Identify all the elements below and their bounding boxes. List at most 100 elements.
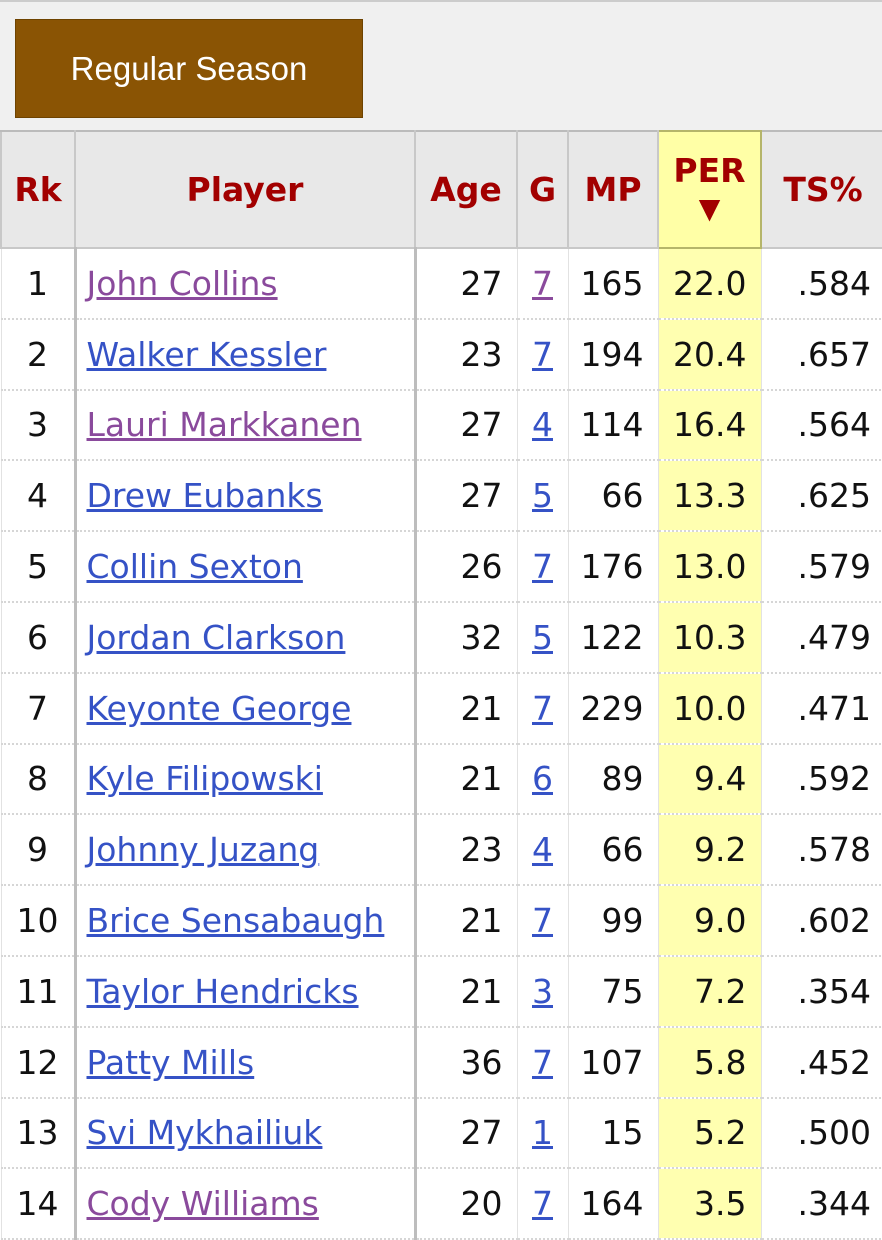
column-header[interactable]: MP	[567, 130, 659, 249]
cell: Svi Mykhailiuk	[74, 1097, 417, 1170]
games-link[interactable]: 7	[532, 334, 553, 374]
cell-text: 27	[460, 1113, 503, 1153]
player-link[interactable]: Drew Eubanks	[86, 476, 323, 516]
header-label: PER	[673, 150, 746, 190]
cell-text: .354	[797, 971, 871, 1011]
games-link[interactable]: 7	[532, 547, 553, 587]
sort-arrow: ▼	[698, 191, 721, 225]
player-link[interactable]: Johnny Juzang	[86, 830, 320, 870]
cell-text: 9.0	[694, 901, 747, 941]
cell-text: 26	[460, 547, 503, 587]
table-row: 7 Keyonte George 21 7 229 10.0 .471	[0, 672, 882, 745]
games-link[interactable]: 7	[532, 1184, 553, 1224]
cell: Drew Eubanks	[74, 460, 417, 533]
tab-button[interactable]: Regular Season	[15, 19, 363, 118]
column-header[interactable]: PER ▼	[657, 130, 762, 249]
cell: 5	[516, 601, 568, 674]
cell: 5	[0, 531, 77, 603]
cell: 229	[567, 672, 658, 745]
games-link[interactable]: 3	[532, 971, 553, 1011]
column-header[interactable]: Player	[74, 130, 416, 249]
cell: 14	[0, 1168, 77, 1240]
cell: 9.4	[657, 743, 761, 816]
games-link[interactable]: 1	[532, 1113, 553, 1153]
cell-text: .584	[797, 263, 871, 303]
cell: .602	[760, 885, 882, 957]
header-label: MP	[584, 170, 642, 209]
cell-text: 27	[460, 263, 503, 303]
player-link[interactable]: Walker Kessler	[86, 334, 327, 374]
cell-text: 66	[601, 830, 644, 870]
cell-text: 21	[460, 688, 503, 728]
cell: 194	[567, 318, 658, 391]
cell-text: 20	[460, 1184, 503, 1224]
table-row: 9 Johnny Juzang 23 4 66 9.2 .578	[0, 814, 882, 887]
cell: 36	[414, 1026, 517, 1099]
games-link[interactable]: 7	[532, 901, 553, 941]
cell-text: 5.2	[694, 1113, 747, 1153]
player-link[interactable]: Svi Mykhailiuk	[86, 1113, 323, 1153]
header-label: Age	[430, 170, 502, 209]
cell: .471	[760, 672, 882, 745]
games-link[interactable]: 7	[532, 688, 553, 728]
player-link[interactable]: John Collins	[86, 263, 278, 303]
cell: Kyle Filipowski	[74, 743, 417, 816]
games-link[interactable]: 7	[532, 263, 553, 303]
cell: 32	[414, 601, 517, 674]
column-header[interactable]: G	[516, 130, 569, 249]
cell-text: 23	[460, 334, 503, 374]
player-link[interactable]: Patty Mills	[86, 1042, 255, 1082]
cell: Brice Sensabaugh	[74, 885, 417, 957]
player-link[interactable]: Jordan Clarkson	[86, 617, 346, 657]
table-row: 5 Collin Sexton 26 7 176 13.0 .579	[0, 531, 882, 603]
column-header[interactable]: TS%	[760, 130, 882, 249]
cell: 122	[567, 601, 658, 674]
games-link[interactable]: 5	[532, 617, 553, 657]
cell-text: 23	[460, 830, 503, 870]
cell: 9	[0, 814, 77, 887]
player-link[interactable]: Taylor Hendricks	[86, 971, 359, 1011]
player-link[interactable]: Collin Sexton	[86, 547, 303, 587]
player-link[interactable]: Kyle Filipowski	[86, 759, 323, 799]
cell: 21	[414, 672, 517, 745]
cell: 10.0	[657, 672, 761, 745]
cell: 23	[414, 318, 517, 391]
cell-text: 89	[601, 759, 644, 799]
games-link[interactable]: 4	[532, 405, 553, 445]
cell-text: .500	[797, 1113, 871, 1153]
player-link[interactable]: Cody Williams	[86, 1184, 319, 1224]
header-label: Player	[186, 170, 304, 209]
player-link[interactable]: Brice Sensabaugh	[86, 901, 385, 941]
cell: 7	[516, 885, 568, 957]
cell-text: .578	[797, 830, 871, 870]
table-row: 8 Kyle Filipowski 21 6 89 9.4 .592	[0, 743, 882, 816]
cell-text: 27	[460, 405, 503, 445]
cell: 23	[414, 814, 517, 887]
player-link[interactable]: Keyonte George	[86, 688, 352, 728]
cell-text: 10.0	[673, 688, 747, 728]
cell-text: .602	[797, 901, 871, 941]
cell-text: 27	[460, 476, 503, 516]
cell: 4	[516, 389, 568, 462]
cell: 21	[414, 743, 517, 816]
games-link[interactable]: 4	[532, 830, 553, 870]
column-header[interactable]: Age	[414, 130, 518, 249]
player-link[interactable]: Lauri Markkanen	[86, 405, 362, 445]
cell: 13.0	[657, 531, 761, 603]
cell: Collin Sexton	[74, 531, 417, 603]
games-link[interactable]: 7	[532, 1042, 553, 1082]
cell-text: 22.0	[673, 263, 747, 303]
table-row: 14 Cody Williams 20 7 164 3.5 .344	[0, 1168, 882, 1240]
column-header[interactable]: Rk	[0, 130, 76, 249]
cell: .592	[760, 743, 882, 816]
cell-text: 114	[580, 405, 644, 445]
games-link[interactable]: 6	[532, 759, 553, 799]
games-link[interactable]: 5	[532, 476, 553, 516]
cell-text: 176	[580, 547, 644, 587]
cell: 5.2	[657, 1097, 761, 1170]
cell: 8	[0, 743, 77, 816]
cell: 10.3	[657, 601, 761, 674]
cell: 5.8	[657, 1026, 761, 1099]
cell: Lauri Markkanen	[74, 389, 417, 462]
